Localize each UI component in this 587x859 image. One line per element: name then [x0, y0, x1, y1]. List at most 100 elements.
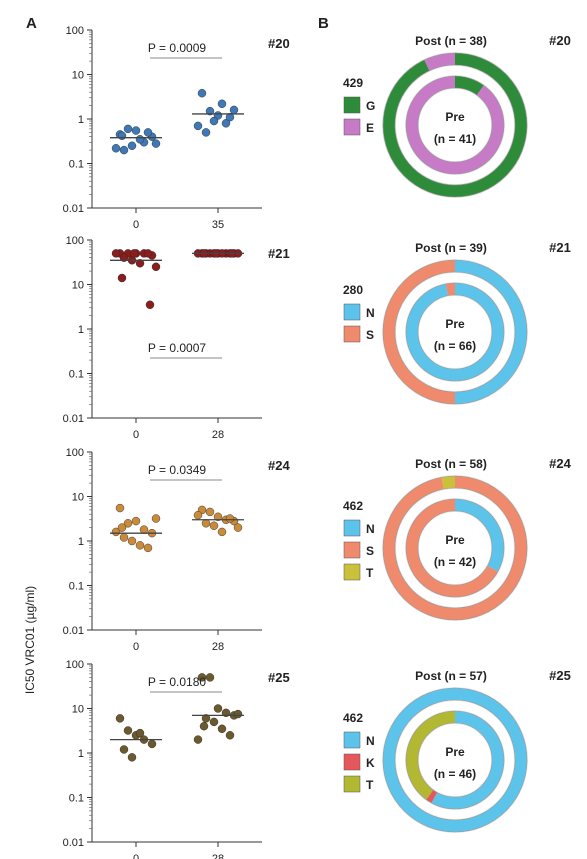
- post-ring-segment: [424, 53, 456, 71]
- pre-ring-outline: [417, 294, 493, 370]
- legend-label: E: [366, 121, 374, 135]
- y-tick-label: 10: [72, 492, 84, 504]
- y-tick-label: 0.01: [63, 837, 84, 849]
- data-point: [117, 523, 127, 532]
- data-point: [217, 527, 227, 537]
- patient-id-label: #25: [268, 670, 290, 685]
- post-ring-segment: [383, 53, 527, 197]
- data-point: [143, 128, 153, 137]
- data-point: [135, 541, 145, 550]
- data-point: [131, 516, 141, 526]
- post-label: Post (n = 38): [415, 34, 487, 48]
- data-point: [129, 249, 139, 258]
- data-point: [201, 714, 211, 723]
- pre-ring-segment: [454, 499, 504, 572]
- data-point: [123, 519, 133, 528]
- scatter-chart-0: 100 10 1 0.1 0.01 0 35 P = 0.0009 #20: [63, 25, 290, 231]
- y-tick-label: 0.1: [69, 793, 84, 805]
- data-point: [145, 300, 155, 309]
- data-point: [139, 525, 149, 534]
- data-point: [131, 126, 141, 135]
- data-point: [115, 503, 125, 513]
- data-point: [217, 99, 227, 108]
- data-point: [119, 745, 129, 754]
- data-point: [225, 112, 235, 122]
- x-tick-label: 0: [133, 641, 139, 653]
- legend-label: N: [366, 306, 375, 320]
- post-ring-outline: [382, 687, 528, 833]
- legend-label: S: [366, 328, 374, 342]
- post-ring-outline: [394, 271, 516, 393]
- data-point: [205, 106, 215, 116]
- post-ring-segment: [383, 688, 527, 832]
- pre-label: Pre: [445, 110, 465, 124]
- data-point: [147, 739, 157, 749]
- post-ring-segment: [383, 260, 456, 404]
- pre-ring-segment: [426, 789, 438, 803]
- post-label: Post (n = 57): [415, 669, 487, 683]
- y-tick-label: 10: [72, 280, 84, 292]
- panel-letter-b: B: [318, 15, 329, 32]
- y-tick-label: 10: [72, 704, 84, 716]
- pre-label: Pre: [445, 533, 465, 547]
- data-point: [193, 510, 203, 520]
- pre-n-label: (n = 46): [434, 767, 476, 781]
- legend-label: T: [366, 778, 374, 792]
- data-point: [111, 527, 121, 537]
- y-tick-label: 0.01: [63, 625, 84, 637]
- legend-swatch: [343, 96, 361, 114]
- post-ring-outline: [382, 52, 528, 198]
- legend-swatch: [343, 325, 361, 343]
- y-axis-label: IC50 VRC01 (µg/ml): [23, 586, 37, 694]
- pre-ring-segment: [431, 711, 504, 809]
- data-point: [135, 728, 145, 738]
- data-point: [217, 724, 227, 733]
- y-tick-label: 1: [78, 748, 84, 760]
- data-point: [229, 105, 239, 115]
- pre-label: Pre: [445, 317, 465, 331]
- legend-swatch: [343, 118, 361, 136]
- post-label: Post (n = 39): [415, 241, 487, 255]
- pre-ring-segment: [406, 711, 456, 800]
- legend-swatch: [343, 731, 361, 749]
- y-tick-label: 0.01: [63, 203, 84, 215]
- data-point: [143, 249, 153, 258]
- patient-id-label: #24: [549, 456, 571, 471]
- y-tick-label: 100: [66, 447, 84, 459]
- post-ring-segment: [454, 260, 527, 404]
- post-ring-outline: [394, 487, 516, 609]
- data-point: [233, 523, 243, 532]
- pre-ring-outline: [417, 87, 493, 163]
- data-point: [151, 139, 161, 148]
- data-point: [193, 735, 203, 744]
- legend-swatch: [343, 753, 361, 771]
- pre-ring-outline: [405, 282, 505, 382]
- legend-label: S: [366, 544, 374, 558]
- legend-label: T: [366, 566, 374, 580]
- legend-swatch: [343, 775, 361, 793]
- residue-position-label: 462: [343, 499, 363, 513]
- data-point: [127, 141, 137, 150]
- p-value-label: P = 0.0180: [148, 675, 206, 689]
- pre-ring-outline: [405, 75, 505, 175]
- x-tick-label: 35: [212, 219, 224, 231]
- data-point: [117, 131, 127, 140]
- p-value-label: P = 0.0007: [148, 341, 206, 355]
- y-tick-label: 1: [78, 536, 84, 548]
- data-point: [209, 717, 219, 727]
- pre-ring-segment: [406, 499, 498, 597]
- y-tick-label: 1: [78, 324, 84, 336]
- pre-n-label: (n = 41): [434, 132, 476, 146]
- data-point: [221, 119, 231, 128]
- data-point: [225, 514, 235, 523]
- data-point: [209, 116, 219, 126]
- pre-ring-outline: [405, 498, 505, 598]
- pre-ring-outline: [417, 722, 493, 798]
- y-tick-label: 0.01: [63, 413, 84, 425]
